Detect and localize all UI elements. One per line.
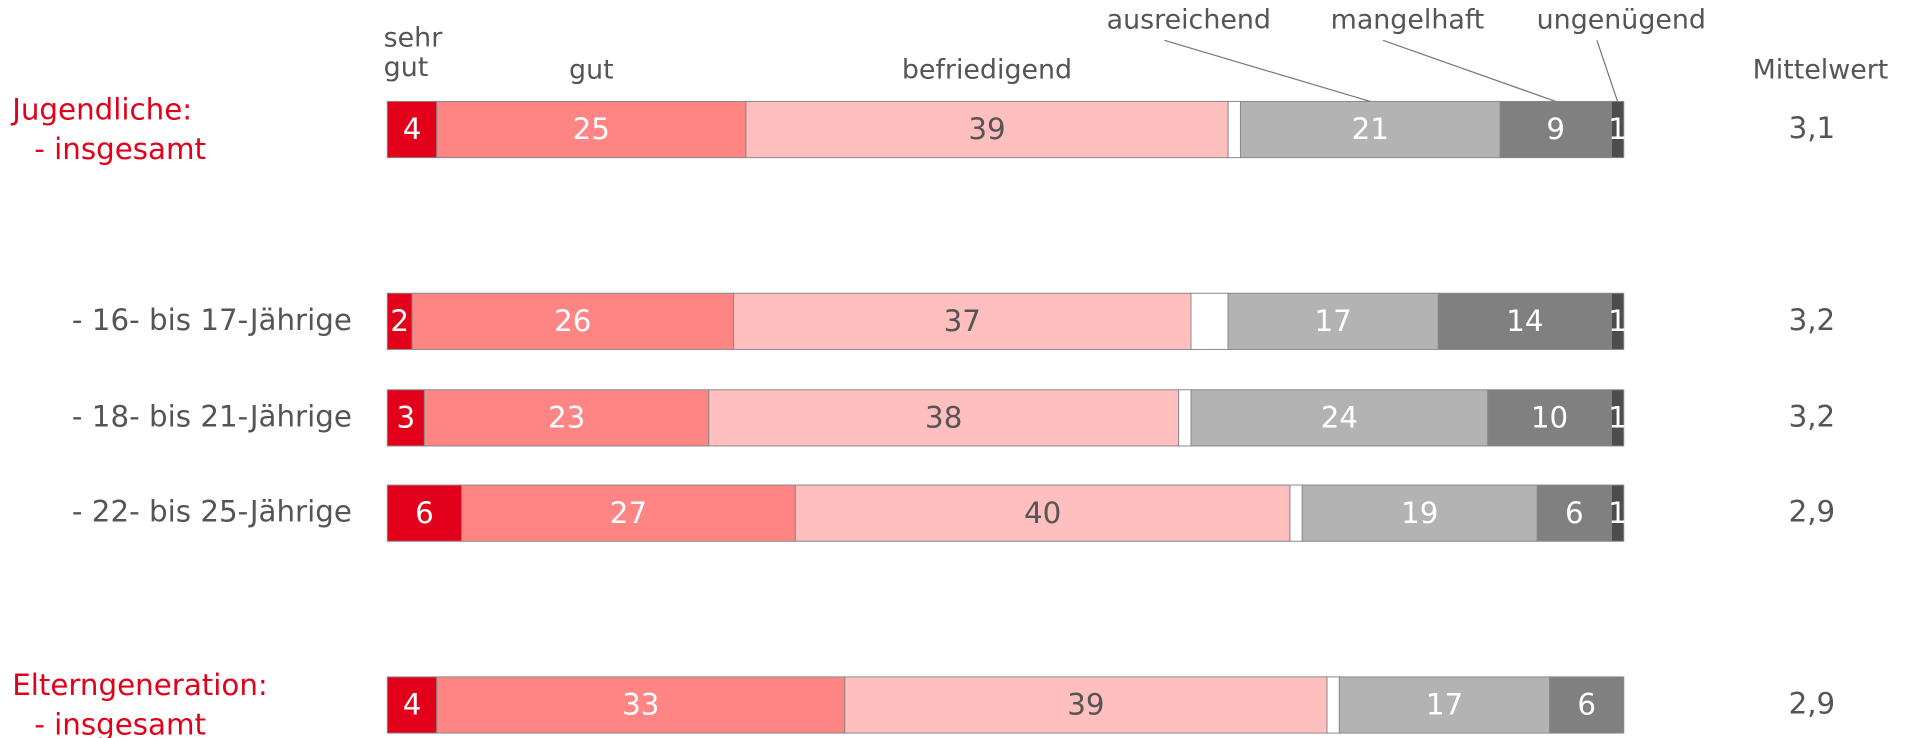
category-label: - 22- bis 25-Jährige: [72, 495, 352, 529]
bar-segment: [411, 292, 735, 350]
value-label: 25: [573, 112, 610, 146]
value-label: 17: [1426, 688, 1463, 722]
value-label: 39: [1067, 688, 1104, 722]
value-label: 19: [1401, 496, 1438, 530]
bar-segment: [1499, 100, 1612, 159]
mean-header: Mittelwert: [1753, 54, 1889, 85]
value-label: 3: [397, 401, 416, 435]
value-label: 6: [415, 496, 434, 530]
bar-segment: [1227, 292, 1439, 350]
bar-segment: [1610, 389, 1625, 447]
bar-segment: [386, 484, 462, 542]
value-label: 2: [390, 304, 409, 338]
leader-line: [1596, 40, 1619, 102]
bar-segment: [386, 100, 438, 159]
mean-value: 3,1: [1789, 111, 1836, 145]
legend-label: ausreichend: [1107, 4, 1271, 35]
value-label: 6: [1577, 688, 1596, 722]
bar-segment: [1239, 100, 1501, 159]
value-label: 4: [403, 688, 422, 722]
bar-segment: [1190, 389, 1489, 447]
bar-segment: [386, 292, 413, 350]
mean-value: 2,9: [1789, 686, 1836, 720]
legend-label: sehr gut: [383, 24, 443, 84]
value-label: 1: [1608, 496, 1627, 530]
category-label: - 18- bis 21-Jährige: [72, 399, 352, 433]
category-label: - insgesamt: [34, 707, 206, 738]
mean-value: 3,2: [1789, 303, 1836, 337]
value-label: 33: [622, 688, 659, 722]
bar-segment: [423, 389, 710, 447]
legend-label: befriedigend: [902, 54, 1072, 85]
category-label: - 16- bis 17-Jährige: [72, 303, 352, 337]
value-label: 9: [1546, 112, 1565, 146]
bar-segment: [844, 676, 1328, 734]
value-label: 40: [1024, 496, 1061, 530]
value-label: 1: [1608, 401, 1627, 435]
bar-segment: [745, 100, 1229, 159]
value-label: 1: [1608, 112, 1627, 146]
value-label: 23: [548, 401, 585, 435]
legend-label: gut: [569, 54, 614, 85]
bar-segment: [794, 484, 1291, 542]
value-label: 4: [403, 112, 422, 146]
leader-line: [1164, 39, 1371, 103]
bar-segment: [1338, 676, 1551, 734]
leader-line: [1382, 39, 1556, 103]
legend-label: sehr gut: [383, 24, 443, 84]
bar-segment: [1326, 676, 1340, 734]
bar-segment: [708, 389, 1180, 447]
group-label: Elterngeneration:: [12, 668, 268, 702]
bar-segment: [461, 484, 796, 542]
legend-label: mangelhaft: [1331, 4, 1485, 35]
value-label: 37: [944, 304, 981, 338]
bar-segment: [733, 292, 1192, 350]
value-label: 24: [1321, 401, 1358, 435]
bar-segment: [386, 389, 425, 447]
legend-label: ungenügend: [1537, 4, 1706, 35]
bar-segment: [1301, 484, 1538, 542]
bar-segment: [1610, 484, 1625, 542]
group-label: Jugendliche:: [10, 93, 192, 127]
bar-segment: [1610, 100, 1625, 159]
value-label: 39: [968, 112, 1005, 146]
value-label: 1: [1608, 304, 1627, 338]
bar-segment: [1549, 676, 1625, 734]
mean-value: 3,2: [1789, 399, 1836, 433]
bar-segment: [386, 676, 438, 734]
bar-segment: [1190, 292, 1229, 350]
value-label: 6: [1565, 496, 1584, 530]
bar-segment: [1227, 100, 1241, 159]
value-label: 27: [610, 496, 647, 530]
bar-segment: [1610, 292, 1625, 350]
bar-segment: [1178, 389, 1192, 447]
category-label: - insgesamt: [34, 132, 206, 166]
bar-segment: [436, 100, 747, 159]
value-label: 38: [925, 401, 962, 435]
value-label: 26: [554, 304, 591, 338]
value-label: 10: [1531, 401, 1568, 435]
mean-value: 2,9: [1789, 495, 1836, 529]
bar-segment: [1289, 484, 1303, 542]
bar-segment: [1437, 292, 1612, 350]
value-label: 17: [1315, 304, 1352, 338]
value-label: 14: [1506, 304, 1543, 338]
value-label: 21: [1352, 112, 1389, 146]
bar-segment: [436, 676, 846, 734]
